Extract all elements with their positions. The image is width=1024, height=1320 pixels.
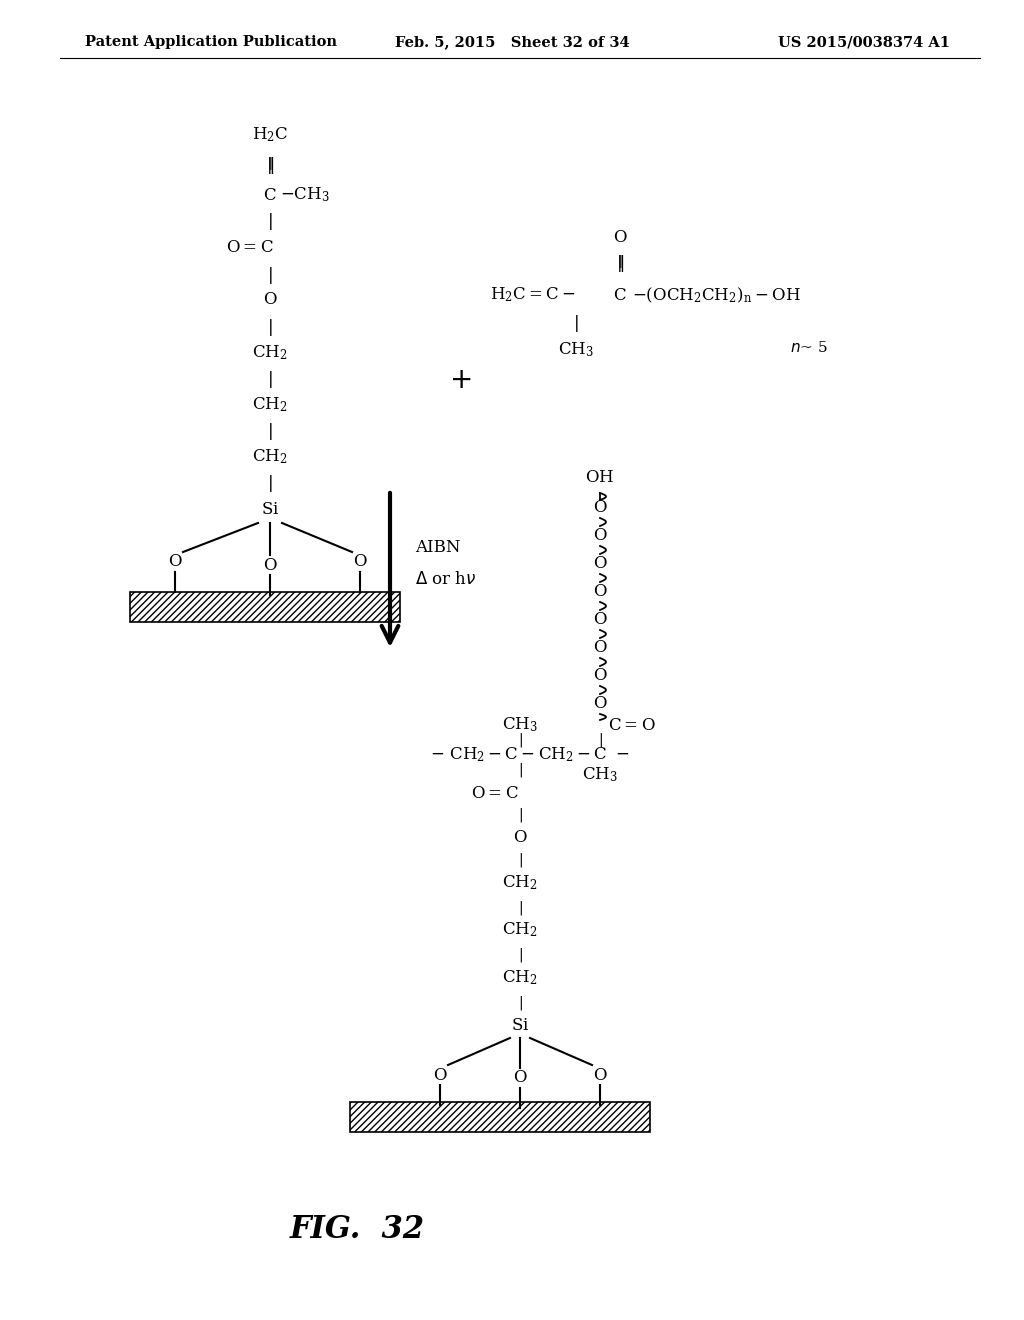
Text: $\mathregular{O}$: $\mathregular{O}$ xyxy=(593,696,607,713)
Text: $\mathregular{|}$: $\mathregular{|}$ xyxy=(517,851,522,869)
Text: $\mathregular{CH_3}$: $\mathregular{CH_3}$ xyxy=(582,766,617,784)
Text: $\mathregular{\|}$: $\mathregular{\|}$ xyxy=(266,154,274,176)
Text: $\mathregular{OH}$: $\mathregular{OH}$ xyxy=(586,470,614,487)
Bar xyxy=(130,591,400,622)
Text: $\mathregular{- CH_3}$: $\mathregular{- CH_3}$ xyxy=(280,186,330,205)
Text: $\mathregular{|}$: $\mathregular{|}$ xyxy=(267,474,272,495)
Text: $\mathregular{O}$: $\mathregular{O}$ xyxy=(513,1069,527,1086)
Text: $\mathregular{|}$: $\mathregular{|}$ xyxy=(598,731,602,748)
Text: $\mathregular{O}$: $\mathregular{O}$ xyxy=(433,1067,447,1084)
Text: $\mathregular{|}$: $\mathregular{|}$ xyxy=(267,370,272,391)
Text: $\mathregular{CH_2}$: $\mathregular{CH_2}$ xyxy=(252,396,288,414)
Text: $\mathregular{CH_3}$: $\mathregular{CH_3}$ xyxy=(502,715,538,734)
Text: $\mathregular{|}$: $\mathregular{|}$ xyxy=(267,211,272,232)
Text: $\mathregular{|}$: $\mathregular{|}$ xyxy=(517,946,522,964)
Text: $\mathregular{\|}$: $\mathregular{\|}$ xyxy=(616,252,624,269)
Text: $\mathregular{O}$: $\mathregular{O}$ xyxy=(168,553,182,570)
Text: $\mathregular{O}$: $\mathregular{O}$ xyxy=(352,553,368,570)
Text: AIBN: AIBN xyxy=(415,540,461,557)
Text: $\mathregular{|}$: $\mathregular{|}$ xyxy=(517,994,522,1012)
Text: $\mathregular{Si}$: $\mathregular{Si}$ xyxy=(511,1016,529,1034)
Text: $\mathregular{O}$: $\mathregular{O}$ xyxy=(593,583,607,601)
Text: $\mathregular{|}$: $\mathregular{|}$ xyxy=(573,313,579,334)
Text: $\mathregular{Si}$: $\mathregular{Si}$ xyxy=(261,502,280,519)
Text: $\mathregular{H_2C}$: $\mathregular{H_2C}$ xyxy=(252,125,288,144)
Text: $\mathregular{C}$: $\mathregular{C}$ xyxy=(613,286,627,304)
Text: $\mathregular{C=O}$: $\mathregular{C=O}$ xyxy=(608,717,655,734)
Text: $\mathregular{O}$: $\mathregular{O}$ xyxy=(593,668,607,685)
Text: $\mathregular{O}$: $\mathregular{O}$ xyxy=(263,292,278,309)
Text: $\mathregular{CH_2}$: $\mathregular{CH_2}$ xyxy=(502,920,538,940)
Text: $\mathregular{-(OCH_2CH_2)_n-OH}$: $\mathregular{-(OCH_2CH_2)_n-OH}$ xyxy=(632,285,801,305)
Text: $\mathregular{O}$: $\mathregular{O}$ xyxy=(593,611,607,628)
Text: $\mathregular{O}$: $\mathregular{O}$ xyxy=(593,499,607,516)
Text: $\mathregular{CH_2}$: $\mathregular{CH_2}$ xyxy=(502,969,538,987)
Text: $\mathregular{O}$: $\mathregular{O}$ xyxy=(593,556,607,573)
Text: $\mathregular{O=C}$: $\mathregular{O=C}$ xyxy=(226,239,273,256)
Text: $\mathregular{H_2C=C-}$: $\mathregular{H_2C=C-}$ xyxy=(490,285,575,305)
Bar xyxy=(350,1102,650,1133)
Text: $\mathregular{O}$: $\mathregular{O}$ xyxy=(263,557,278,573)
Text: $\mathregular{O}$: $\mathregular{O}$ xyxy=(593,639,607,656)
Text: $\mathit{n}$~ 5: $\mathit{n}$~ 5 xyxy=(790,341,827,355)
Text: US 2015/0038374 A1: US 2015/0038374 A1 xyxy=(778,36,950,49)
Text: $\mathregular{-\ CH_2-C-CH_2-C\ -}$: $\mathregular{-\ CH_2-C-CH_2-C\ -}$ xyxy=(430,746,629,764)
Text: $\mathregular{O}$: $\mathregular{O}$ xyxy=(513,829,527,846)
Text: $\mathregular{CH_2}$: $\mathregular{CH_2}$ xyxy=(252,343,288,363)
Text: $\mathregular{O}$: $\mathregular{O}$ xyxy=(593,1067,607,1084)
Text: Feb. 5, 2015   Sheet 32 of 34: Feb. 5, 2015 Sheet 32 of 34 xyxy=(394,36,630,49)
Text: $\mathregular{|}$: $\mathregular{|}$ xyxy=(517,899,522,917)
Text: $+$: $+$ xyxy=(449,367,471,393)
Text: $\mathregular{O=C}$: $\mathregular{O=C}$ xyxy=(471,784,519,801)
Text: $\mathregular{|}$: $\mathregular{|}$ xyxy=(517,762,522,779)
Text: $\mathregular{|}$: $\mathregular{|}$ xyxy=(517,731,522,748)
Text: $\mathregular{\|}$: $\mathregular{\|}$ xyxy=(266,154,273,172)
Text: FIG.  32: FIG. 32 xyxy=(290,1214,425,1246)
Text: $\Delta$ or h$\nu$: $\Delta$ or h$\nu$ xyxy=(415,572,476,589)
Text: $\mathregular{|}$: $\mathregular{|}$ xyxy=(267,421,272,442)
Text: $\mathregular{|}$: $\mathregular{|}$ xyxy=(267,317,272,338)
Text: $\mathregular{C}$: $\mathregular{C}$ xyxy=(263,186,276,203)
Text: $\mathregular{CH_2}$: $\mathregular{CH_2}$ xyxy=(502,874,538,892)
Text: $\mathregular{\|}$: $\mathregular{\|}$ xyxy=(616,252,624,273)
Text: $\mathregular{CH_3}$: $\mathregular{CH_3}$ xyxy=(558,341,594,359)
Text: $\mathregular{|}$: $\mathregular{|}$ xyxy=(267,264,272,285)
Text: Patent Application Publication: Patent Application Publication xyxy=(85,36,337,49)
Text: $\mathregular{O}$: $\mathregular{O}$ xyxy=(612,230,628,247)
Text: $\mathregular{CH_2}$: $\mathregular{CH_2}$ xyxy=(252,447,288,466)
Text: $\mathregular{O}$: $\mathregular{O}$ xyxy=(593,528,607,544)
Text: $\mathregular{|}$: $\mathregular{|}$ xyxy=(517,807,522,824)
